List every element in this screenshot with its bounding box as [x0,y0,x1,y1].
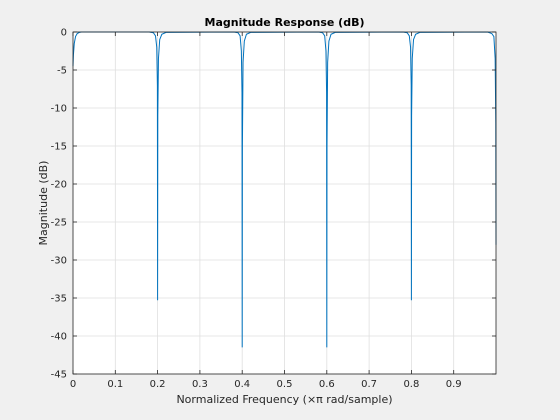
y-axis-ticks: 0 -5 -10 -15 -20 -25 -30 -35 -40 -45 [51,28,496,381]
x-tick-label: 0.4 [234,379,250,390]
x-tick-label: 0.5 [277,379,293,390]
y-tick-label: 0 [61,28,67,39]
plot-title: Magnitude Response (dB) [205,16,365,29]
y-tick-label: -45 [51,370,67,381]
y-tick-label: -40 [51,332,67,343]
x-tick-label: 0 [70,379,76,390]
y-tick-label: -20 [51,180,67,191]
y-tick-label: -30 [51,256,67,267]
x-axis-label: Normalized Frequency (×π rad/sample) [176,393,392,406]
x-tick-label: 0.8 [403,379,419,390]
y-axis-label: Magnitude (dB) [37,161,50,246]
x-tick-label: 0.6 [319,379,335,390]
y-tick-label: -35 [51,294,67,305]
x-axis-ticks: 0 0.1 0.2 0.3 0.4 0.5 0.6 0.7 0.8 0.9 [70,32,462,390]
x-tick-label: 0.3 [192,379,208,390]
x-tick-label: 0.9 [446,379,462,390]
x-tick-label: 0.2 [150,379,166,390]
x-tick-label: 0.7 [361,379,377,390]
y-tick-label: -10 [51,104,67,115]
y-tick-label: -5 [57,66,67,77]
x-tick-label: 0.1 [107,379,123,390]
y-tick-label: -15 [51,142,67,153]
y-tick-label: -25 [51,218,67,229]
